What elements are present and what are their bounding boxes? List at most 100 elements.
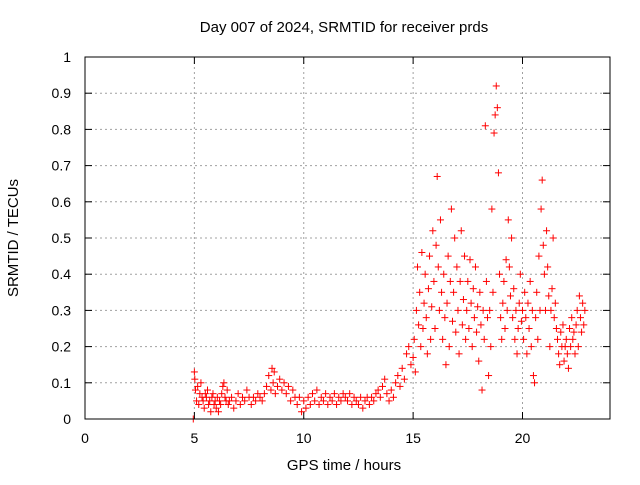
data-point	[278, 386, 286, 394]
data-point	[476, 288, 484, 296]
y-tick-label: 0	[63, 411, 71, 427]
data-point	[209, 390, 217, 398]
x-tick-label: 10	[296, 430, 312, 446]
data-point	[545, 292, 553, 300]
data-point	[234, 390, 242, 398]
x-axis-label: GPS time / hours	[287, 457, 401, 474]
data-point	[455, 350, 463, 358]
data-point	[578, 328, 586, 336]
data-point	[443, 299, 451, 307]
data-point	[581, 306, 589, 314]
data-point	[427, 335, 435, 343]
data-point	[315, 401, 323, 409]
x-tick-label: 5	[190, 430, 198, 446]
data-point	[463, 306, 471, 314]
data-point	[499, 299, 507, 307]
data-point	[496, 270, 504, 278]
data-point	[479, 306, 487, 314]
x-tick-label: 0	[81, 430, 89, 446]
tick-layer: 00.10.20.30.40.50.60.70.80.910 5 10 15 20	[52, 49, 610, 446]
data-point	[562, 335, 570, 343]
data-point	[454, 306, 462, 314]
data-point	[322, 390, 330, 398]
data-point	[539, 241, 547, 249]
data-point	[330, 390, 338, 398]
data-point	[247, 401, 255, 409]
data-point	[543, 227, 551, 235]
data-point	[485, 372, 493, 380]
data-point	[201, 390, 209, 398]
data-point	[236, 401, 244, 409]
data-point	[522, 314, 530, 322]
data-point	[302, 404, 310, 412]
data-point	[486, 306, 494, 314]
data-point	[428, 303, 436, 311]
data-point	[412, 306, 420, 314]
data-point	[392, 379, 400, 387]
grid-layer	[85, 57, 610, 419]
data-point	[521, 288, 529, 296]
data-point	[473, 328, 481, 336]
data-point	[400, 375, 408, 383]
data-point	[452, 328, 460, 336]
points-layer	[189, 82, 589, 423]
data-point	[474, 303, 482, 311]
data-point	[471, 263, 479, 271]
data-point	[517, 317, 525, 325]
data-point	[504, 216, 512, 224]
x-tick-label: 20	[515, 430, 531, 446]
data-point	[456, 277, 464, 285]
data-point	[527, 343, 535, 351]
data-point	[252, 397, 260, 405]
data-point	[295, 393, 303, 401]
data-point	[359, 404, 367, 412]
data-point	[326, 393, 334, 401]
data-point	[566, 325, 574, 332]
data-point	[379, 382, 386, 390]
data-point	[271, 390, 279, 398]
data-point	[221, 393, 229, 401]
data-point	[481, 122, 489, 130]
data-point	[466, 256, 474, 264]
data-point	[204, 386, 211, 394]
data-point	[207, 408, 215, 416]
data-point	[560, 357, 568, 365]
data-point	[523, 350, 531, 358]
data-point	[339, 390, 347, 398]
data-point	[357, 393, 365, 401]
data-point	[365, 401, 373, 409]
y-tick-label: 0.9	[52, 85, 72, 101]
data-point	[509, 314, 517, 322]
data-point	[567, 343, 575, 351]
y-tick-label: 0.4	[52, 266, 72, 282]
data-point	[260, 390, 268, 398]
data-point	[239, 393, 246, 401]
data-point	[258, 397, 266, 405]
data-point	[520, 335, 528, 343]
data-point	[243, 386, 251, 394]
data-point	[470, 314, 478, 322]
y-axis-label: SRMTID / TECUs	[5, 179, 22, 297]
data-point	[531, 379, 539, 387]
data-point	[287, 397, 295, 405]
data-point	[433, 172, 441, 180]
y-tick-label: 1	[63, 49, 71, 65]
data-point	[557, 328, 565, 336]
data-point	[445, 343, 453, 351]
y-tick-label: 0.3	[52, 302, 72, 318]
data-point	[559, 321, 567, 329]
data-point	[194, 382, 202, 390]
data-point	[552, 325, 560, 332]
data-point	[572, 321, 580, 329]
data-point	[554, 335, 561, 343]
y-tick-label: 0.2	[52, 339, 72, 355]
data-point	[529, 372, 537, 380]
data-point	[389, 393, 397, 401]
data-point	[436, 216, 444, 224]
data-point	[434, 263, 442, 271]
data-point	[548, 285, 556, 293]
data-point	[515, 299, 523, 307]
data-point	[440, 270, 448, 278]
data-point	[513, 350, 521, 358]
data-point	[533, 288, 541, 296]
